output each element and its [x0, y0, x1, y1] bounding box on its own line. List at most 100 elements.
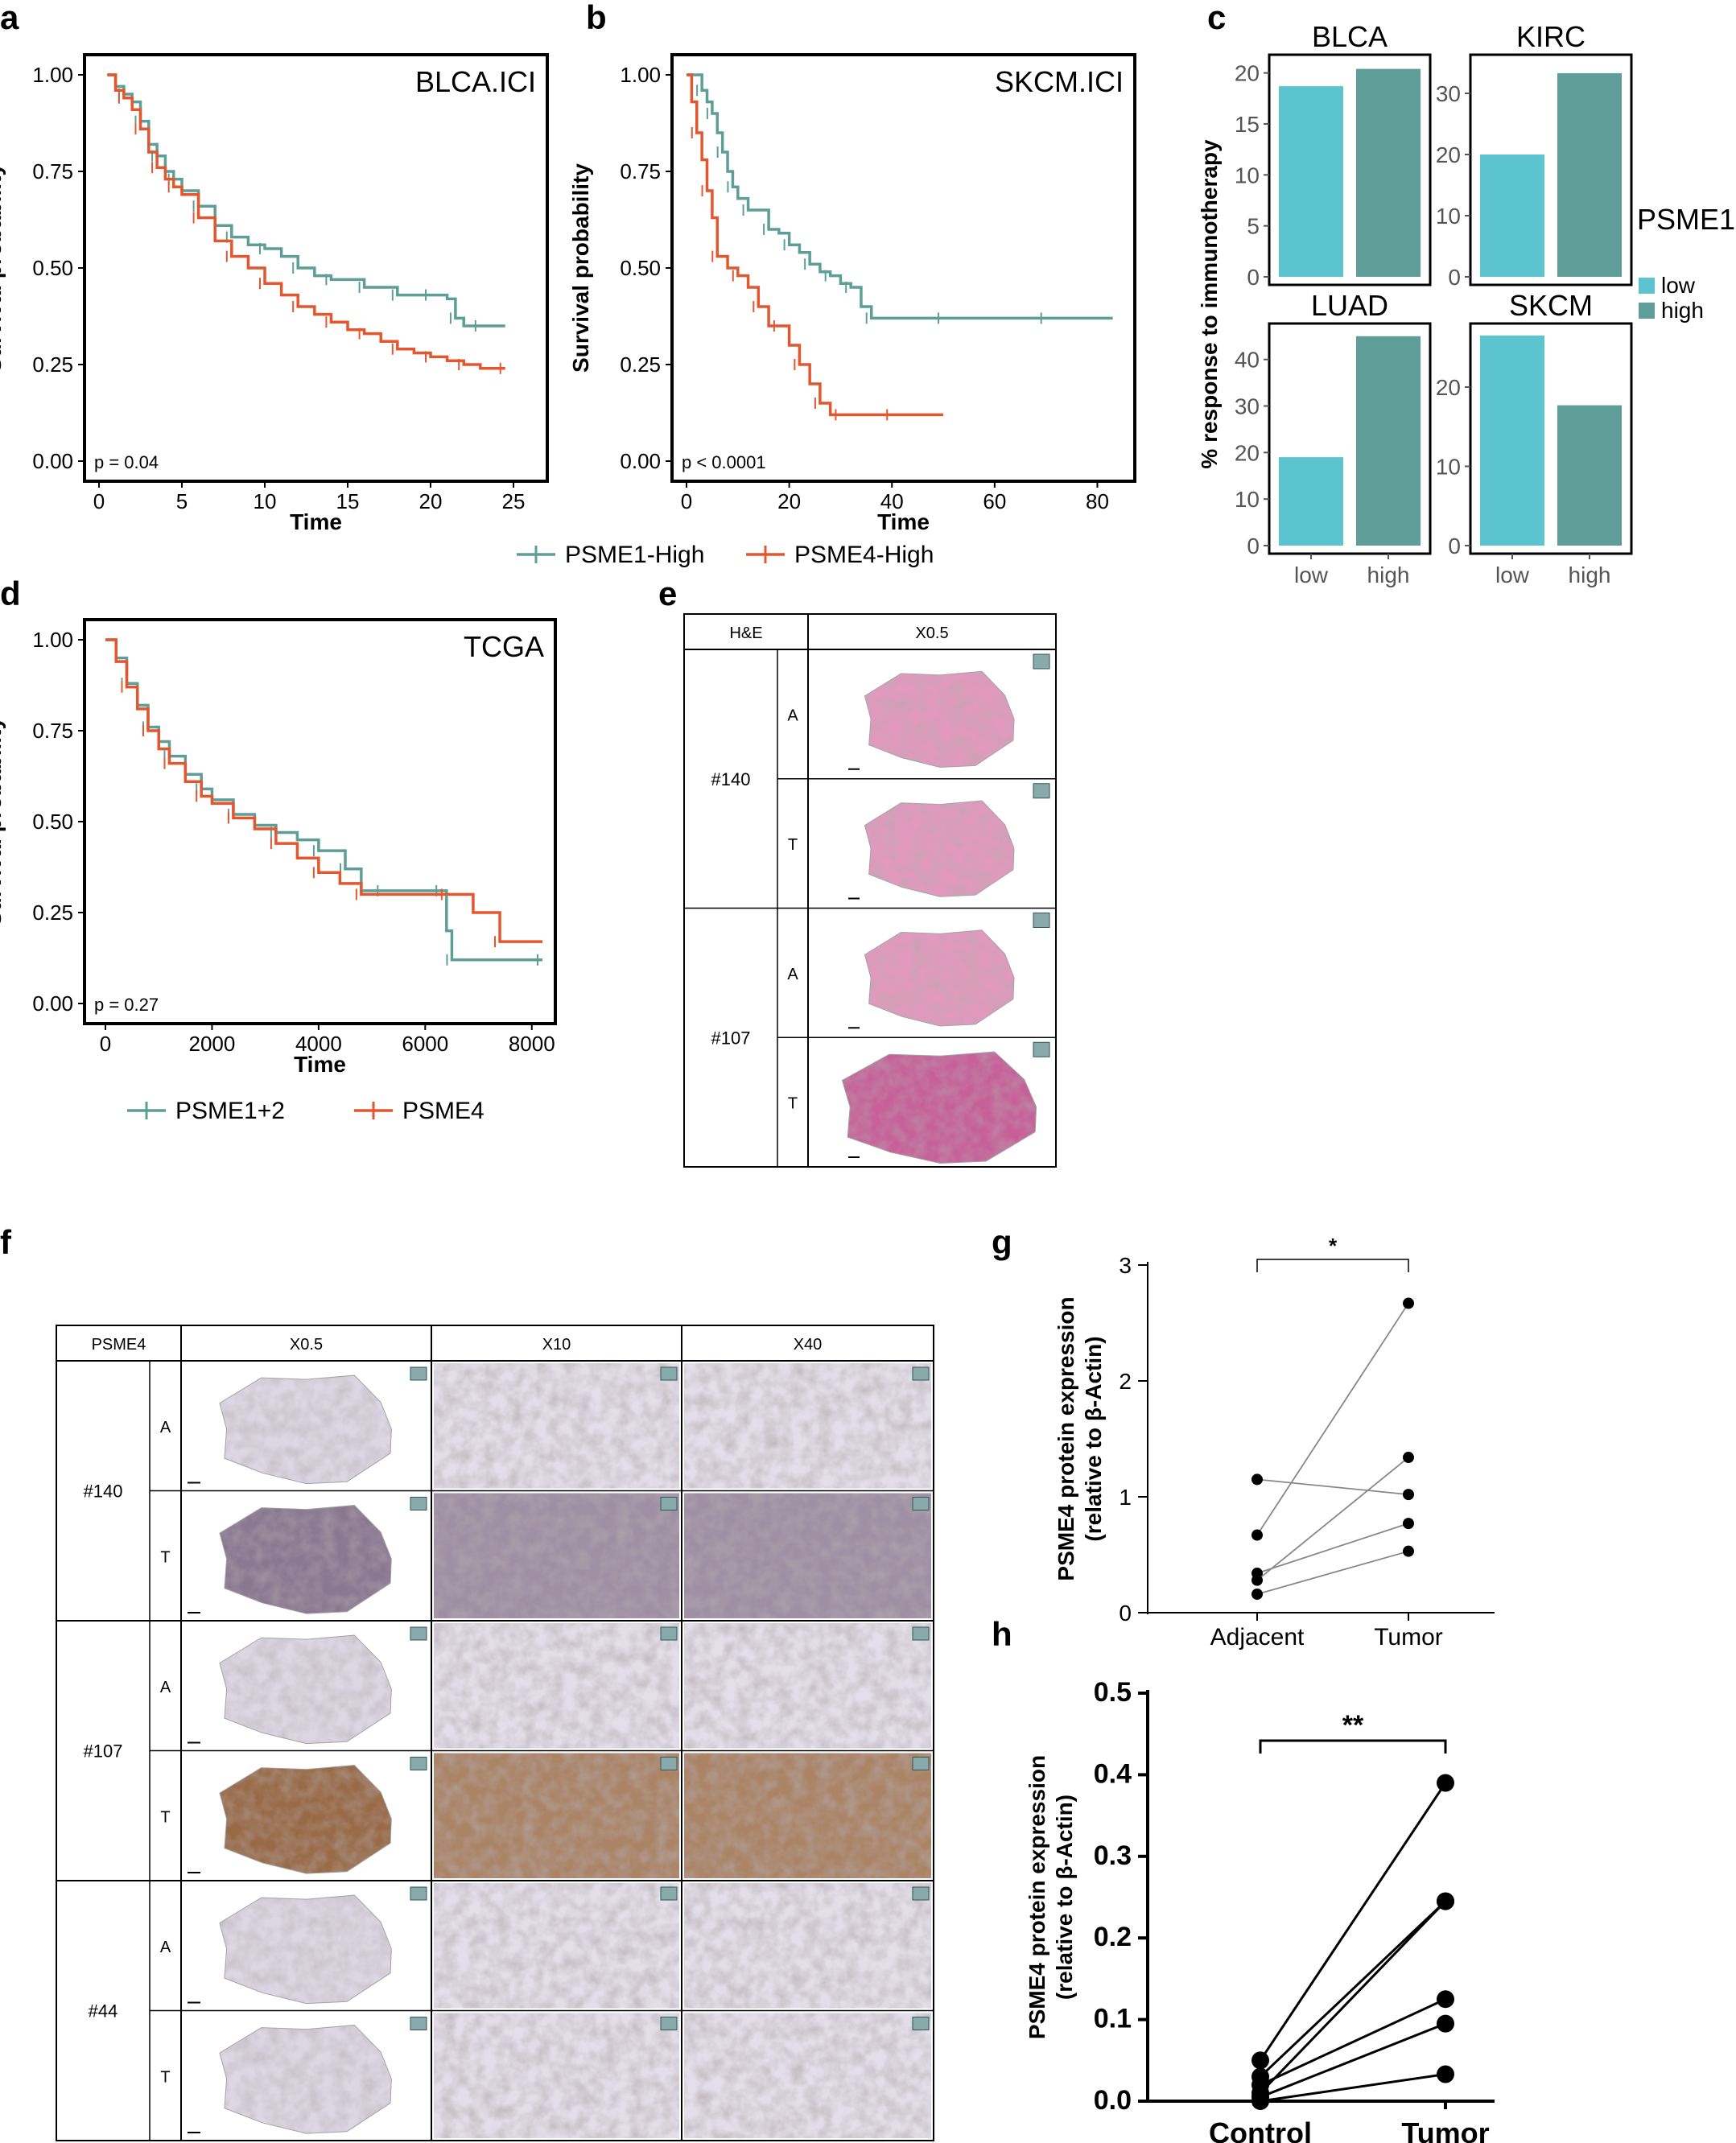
panel-d-label: d — [0, 575, 21, 612]
data-point-tumor — [1403, 1452, 1414, 1464]
ihc-tissue-image-x40-texture — [684, 1623, 931, 1749]
x-tick-label: Tumor — [1374, 1624, 1443, 1651]
y-tick-label: 0 — [1119, 1601, 1132, 1626]
case-id: #140 — [711, 769, 751, 789]
facet-title: LUAD — [1311, 289, 1388, 322]
x-tick-label: 0 — [100, 1032, 111, 1056]
thumbnail-inset — [1033, 653, 1050, 670]
x-tick-label: high — [1569, 563, 1611, 587]
plot-frame — [670, 53, 1136, 483]
y-tick-label: 0.4 — [1094, 1758, 1132, 1789]
data-point-tumor — [1437, 1990, 1454, 2009]
header-stain: PSME4 — [92, 1336, 146, 1354]
data-point-tumor — [1403, 1297, 1414, 1309]
km-curve-psme4-high — [687, 73, 944, 417]
x-tick-label: 5 — [176, 489, 188, 513]
thumbnail-inset — [912, 1497, 930, 1510]
tissue-label: T — [788, 1095, 798, 1113]
y-tick-label: 0.2 — [1094, 1922, 1132, 1952]
ihc-image-table: PSME4 X0.5 X10 X40 #140 A T #107 A T #44 A T — [56, 1325, 934, 2141]
x-axis-title: Time — [294, 1052, 346, 1077]
y-axis-title: % response to immunotherapy — [1197, 139, 1222, 469]
y-tick-label: 0.75 — [620, 159, 661, 183]
pair-line — [1259, 1782, 1447, 2062]
y-tick-label: 0.25 — [620, 352, 661, 377]
y-tick-label: 0.50 — [32, 810, 73, 834]
thumbnail-inset — [912, 2017, 930, 2030]
thumbnail-inset — [912, 1886, 930, 1901]
ihc-tissue-image-x40-texture — [684, 1753, 931, 1878]
thumbnail-inset — [660, 1497, 678, 1510]
data-point-tumor — [1403, 1545, 1414, 1557]
case-id: #140 — [84, 1482, 123, 1502]
data-point-control — [1251, 2092, 1269, 2110]
facet-title: KIRC — [1516, 20, 1585, 53]
thumbnail-inset — [410, 1366, 427, 1381]
ihc-tissue-image-x10-texture — [434, 1883, 679, 2009]
panel-b-label: b — [586, 0, 607, 36]
panel-e-label: e — [658, 575, 677, 612]
he-image-table: H&E X0.5 #140 A T #107 A T — [683, 613, 1057, 1168]
thumbnail-inset — [912, 1366, 930, 1381]
tissue-label: T — [160, 1548, 170, 1566]
pair-line — [1256, 1478, 1409, 1496]
y-tick-label: 0 — [1247, 265, 1260, 290]
thumbnail-inset — [410, 2017, 427, 2030]
tissue-label: A — [787, 966, 798, 983]
data-point-tumor — [1403, 1518, 1414, 1530]
x-tick-label: 60 — [983, 489, 1006, 513]
legend-psme1-2: PSME1+2 — [175, 1098, 285, 1124]
he-tissue-image-texture — [864, 801, 1014, 897]
y-axis-title-line2: (relative to β-Actin) — [1052, 1795, 1077, 2000]
legend-title: PSME1 — [1637, 203, 1735, 236]
y-tick-label: 0.00 — [620, 449, 661, 473]
y-tick-label: 10 — [1436, 204, 1461, 229]
y-axis-title: Survival probability — [0, 717, 6, 926]
pair-line — [1260, 2022, 1446, 2099]
ihc-tissue-image-x10-texture — [434, 1623, 679, 1749]
tissue-label: A — [787, 707, 798, 724]
x-axis-title: Time — [290, 509, 342, 534]
thumbnail-inset — [410, 1497, 427, 1510]
thumbnail-inset — [660, 1757, 678, 1770]
thumbnail-inset — [410, 1626, 427, 1641]
data-point-tumor — [1437, 1892, 1454, 1910]
facet-title: BLCA — [1312, 20, 1388, 53]
thumbnail-inset — [660, 1366, 678, 1381]
y-tick-label: 10 — [1235, 163, 1260, 188]
km-legend-psme: PSME1-High PSME4-High — [517, 542, 934, 568]
tissue-label: A — [160, 1419, 171, 1436]
y-tick-label: 20 — [1436, 142, 1461, 167]
y-tick-label: 40 — [1235, 348, 1260, 373]
data-point-adjacent — [1251, 1574, 1263, 1586]
x-tick-label: 25 — [502, 489, 526, 513]
legend-swatch-low — [1639, 278, 1655, 294]
thumbnail-inset — [1033, 783, 1050, 799]
y-tick-label: 20 — [1235, 61, 1260, 86]
x-tick-label: 2000 — [189, 1032, 236, 1056]
y-tick-label: 0.75 — [32, 719, 73, 743]
tissue-label: A — [160, 1679, 171, 1696]
x-tick-label: 10 — [254, 489, 277, 513]
thumbnail-inset — [1033, 1041, 1050, 1057]
ihc-tissue-image-x40-texture — [684, 1883, 931, 2009]
ihc-tissue-image-x0-5-texture — [219, 1375, 392, 1484]
panel-c-label: c — [1207, 0, 1226, 36]
facet-title: SKCM — [1509, 289, 1593, 322]
ihc-tissue-image-x0-5-texture — [219, 2025, 392, 2134]
x-tick-label: Adjacent — [1210, 1624, 1305, 1651]
pair-line — [1256, 1550, 1409, 1595]
bar-low — [1480, 155, 1544, 277]
thumbnail-inset — [660, 2017, 678, 2030]
significance-bracket — [1259, 1739, 1447, 1754]
panel-h-label: h — [992, 1615, 1012, 1653]
y-tick-label: 0.3 — [1094, 1840, 1132, 1871]
significance-bracket — [1256, 1259, 1409, 1272]
pair-line — [1256, 1303, 1409, 1536]
x-tick-label: 0 — [93, 489, 105, 513]
bar-high — [1557, 405, 1622, 546]
pair-line — [1259, 1900, 1447, 2078]
p-value: p = 0.04 — [94, 452, 159, 472]
x-tick-label: low — [1294, 563, 1329, 587]
y-tick-label: 1.00 — [32, 63, 73, 87]
